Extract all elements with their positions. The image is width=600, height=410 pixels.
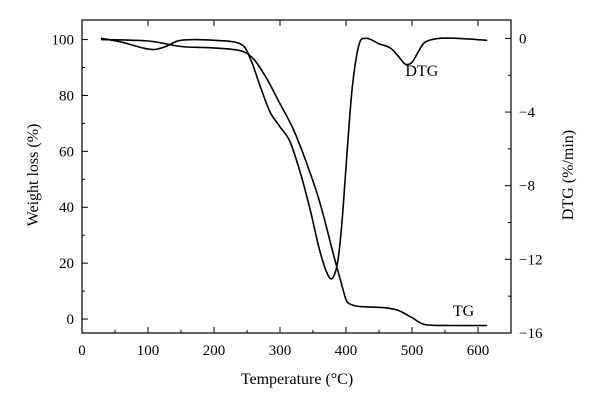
series-lines <box>101 37 488 327</box>
plot-frame <box>81 19 512 334</box>
y-left-axis-ticks: 0 20 40 60 80 100 <box>52 33 88 328</box>
y-right-tick-label: −8 <box>519 179 535 195</box>
y-left-axis-title: Weight loss (%) <box>25 124 42 227</box>
y-right-tick-label: 0 <box>519 31 527 47</box>
y-left-tick-label: 20 <box>59 256 74 272</box>
x-axis-title: Temperature (°C) <box>241 371 353 388</box>
x-tick-label: 100 <box>137 343 160 359</box>
y-right-axis-ticks: 0 −4 −8 −12 −16 <box>505 31 543 342</box>
x-tick-label: 0 <box>78 343 86 359</box>
series-label-tg: TG <box>453 303 475 320</box>
y-left-tick-label: 0 <box>67 312 75 328</box>
x-tick-label: 600 <box>467 343 490 359</box>
series-annotations: DTG TG <box>405 63 474 320</box>
x-tick-label: 500 <box>401 343 424 359</box>
series-label-dtg: DTG <box>405 63 438 80</box>
x-axis-ticks: 0 100 200 300 400 500 600 <box>78 20 489 359</box>
y-right-tick-label: −12 <box>519 252 542 268</box>
x-tick-label: 200 <box>203 343 226 359</box>
series-line-tg <box>101 38 488 327</box>
x-tick-label: 300 <box>269 343 292 359</box>
y-right-tick-label: −4 <box>519 105 535 121</box>
y-left-tick-label: 100 <box>52 33 75 49</box>
y-left-tick-label: 60 <box>59 144 74 160</box>
y-right-tick-label: −16 <box>519 326 543 342</box>
series-line-dtg <box>101 37 488 280</box>
y-right-axis-title: DTG (%/min) <box>560 130 577 220</box>
y-left-tick-label: 80 <box>59 88 74 104</box>
x-tick-label: 400 <box>335 343 358 359</box>
y-left-tick-label: 40 <box>59 200 74 216</box>
